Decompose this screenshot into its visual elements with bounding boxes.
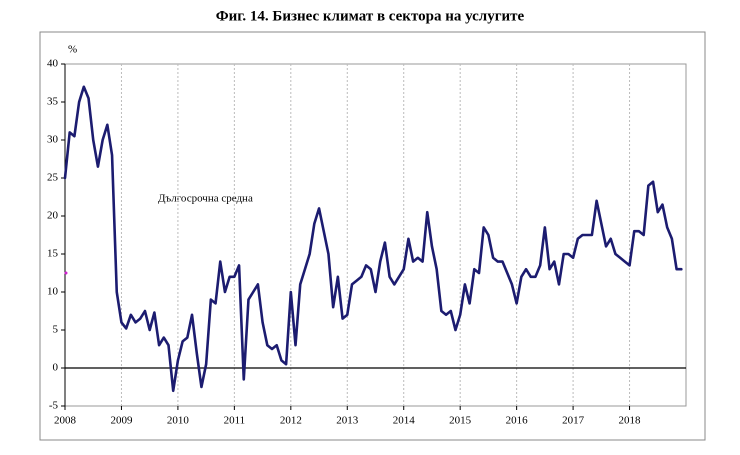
- x-tick-label: 2008: [54, 415, 77, 427]
- y-tick-label: 30: [47, 134, 59, 146]
- x-tick-label: 2010: [167, 415, 190, 427]
- y-axis-label: %: [68, 44, 77, 56]
- y-tick-label: 0: [53, 362, 59, 374]
- x-tick-label: 2014: [393, 415, 416, 427]
- y-tick-label: -5: [49, 400, 59, 412]
- x-tick-label: 2016: [506, 415, 529, 427]
- x-tick-label: 2017: [562, 415, 585, 427]
- chart-frame: [39, 31, 706, 441]
- y-tick-label: 25: [47, 172, 59, 184]
- y-tick-label: 40: [47, 58, 59, 70]
- y-tick-label: 20: [47, 210, 59, 222]
- y-tick-label: 15: [47, 248, 59, 260]
- x-tick-label: 2009: [110, 415, 133, 427]
- y-tick-label: 35: [47, 96, 59, 108]
- x-tick-label: 2013: [336, 415, 359, 427]
- series-line: [63, 85, 683, 393]
- x-tick-label: 2015: [449, 415, 472, 427]
- x-tick-label: 2018: [619, 415, 642, 427]
- average-marker: [64, 271, 68, 275]
- y-tick-label: 10: [47, 286, 59, 298]
- annotation: Дългосрочна средна: [158, 193, 253, 205]
- chart-title: Фиг. 14. Бизнес климат в сектора на услу…: [216, 8, 525, 24]
- y-tick-label: 5: [53, 324, 59, 336]
- x-tick-label: 2012: [280, 415, 302, 427]
- x-tick-label: 2011: [224, 415, 246, 427]
